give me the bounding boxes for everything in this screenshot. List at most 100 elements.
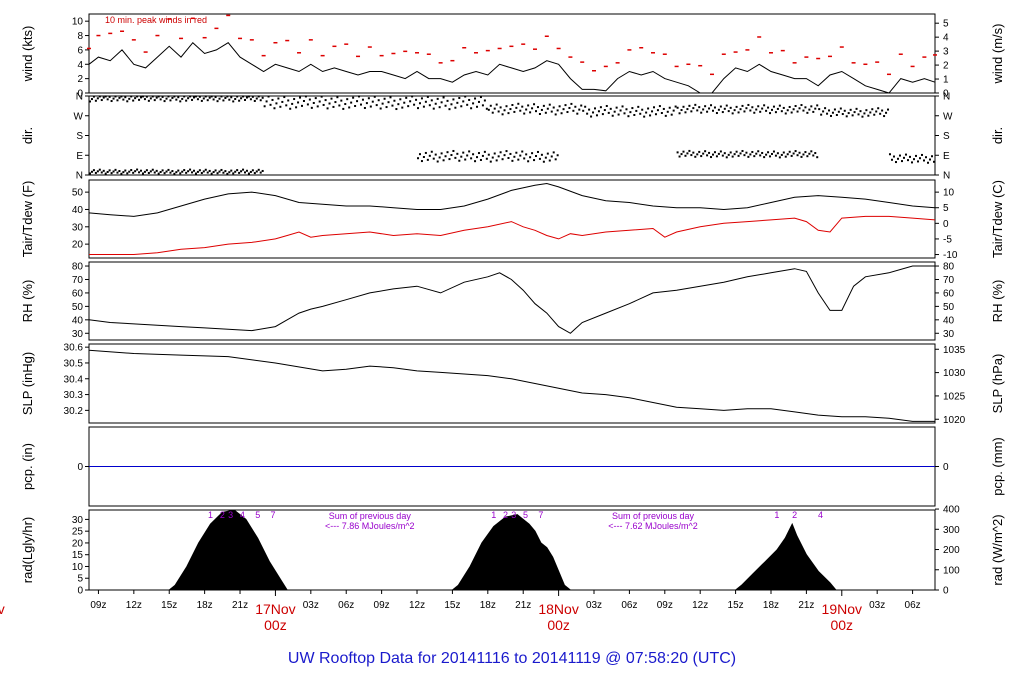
direction-point (350, 101, 353, 104)
y-tick-label-left: 20 (72, 240, 84, 251)
direction-point (200, 172, 203, 175)
panel-pcp (85, 426, 939, 507)
direction-point (674, 105, 677, 108)
direction-point (831, 111, 834, 114)
peak-wind-annotation: 10 min. peak winds in red (105, 15, 207, 25)
y-tick-label-right: 1030 (943, 368, 966, 379)
radiation-hour-mark: 7 (271, 510, 276, 520)
direction-point (295, 106, 298, 109)
direction-point (531, 152, 534, 155)
direction-point (253, 172, 256, 175)
direction-point (373, 95, 376, 98)
direction-point (418, 102, 421, 105)
direction-point (432, 157, 435, 160)
direction-point (169, 99, 172, 102)
direction-point (348, 106, 351, 109)
direction-point (548, 159, 551, 162)
direction-point (163, 100, 166, 103)
direction-point (505, 150, 508, 153)
direction-point (232, 172, 235, 175)
direction-point (786, 109, 789, 112)
radiation-hour-mark: 5 (523, 510, 528, 520)
direction-point (662, 107, 665, 110)
direction-point (460, 105, 463, 108)
direction-point (881, 109, 884, 112)
direction-point (814, 107, 817, 110)
x-day-label: 18Nov (538, 601, 578, 617)
direction-point (855, 107, 858, 110)
radiation-hour-mark: 4 (818, 510, 823, 520)
panel-dir (85, 95, 939, 176)
direction-point (916, 160, 919, 163)
direction-point (458, 96, 461, 99)
direction-point (108, 169, 111, 172)
direction-point (729, 151, 732, 154)
direction-point (277, 97, 280, 100)
direction-point (515, 106, 518, 109)
direction-point (788, 150, 791, 153)
direction-point (717, 108, 720, 111)
direction-point (800, 155, 803, 158)
direction-point (247, 95, 250, 98)
radiation-hour-mark: 1 (208, 510, 213, 520)
direction-point (432, 107, 435, 110)
direction-point (420, 97, 423, 100)
direction-point (417, 107, 420, 110)
direction-point (100, 171, 103, 174)
direction-point (686, 108, 689, 111)
direction-point (529, 156, 532, 159)
direction-point (824, 107, 827, 110)
y-tick-label-right: 1025 (943, 391, 966, 402)
y-axis-label-left: pcp. (in) (20, 443, 35, 490)
direction-point (120, 172, 123, 175)
direction-point (240, 97, 243, 100)
direction-point (194, 172, 197, 175)
direction-point (678, 112, 681, 115)
direction-point (179, 172, 182, 175)
direction-point (869, 111, 872, 114)
direction-point (468, 150, 471, 153)
direction-point (191, 98, 194, 101)
direction-point (385, 106, 388, 109)
direction-point (167, 95, 170, 98)
direction-point (706, 110, 709, 113)
direction-point (161, 95, 164, 98)
direction-point (110, 100, 113, 103)
direction-point (546, 152, 549, 155)
direction-point (138, 98, 141, 101)
x-day-time: 00z (547, 617, 570, 633)
direction-point (802, 153, 805, 156)
direction-point (132, 99, 135, 102)
direction-point (138, 171, 141, 174)
direction-point (194, 95, 197, 98)
direction-point (521, 105, 524, 108)
direction-point (395, 108, 398, 111)
direction-point (247, 172, 250, 175)
direction-point (778, 156, 781, 159)
direction-point (924, 156, 927, 159)
direction-point (466, 154, 469, 157)
direction-point (181, 97, 184, 100)
direction-point (806, 155, 809, 158)
y-tick-label-left: 30.4 (64, 374, 84, 385)
direction-point (306, 103, 309, 106)
direction-point (865, 109, 868, 112)
direction-point (656, 109, 659, 112)
direction-point (847, 112, 850, 115)
direction-point (226, 172, 229, 175)
direction-point (304, 95, 307, 98)
direction-point (829, 114, 832, 117)
direction-point (588, 108, 591, 111)
direction-point (387, 101, 390, 104)
direction-point (800, 104, 803, 107)
direction-point (688, 104, 691, 107)
direction-point (501, 113, 504, 116)
y-axis-label-right: Tair/Tdew (C) (990, 180, 1005, 258)
direction-point (318, 100, 321, 103)
direction-point (181, 170, 184, 173)
y-tick-label-left: 2 (77, 74, 83, 85)
direction-point (456, 152, 459, 155)
direction-point (509, 108, 512, 111)
direction-point (808, 108, 811, 111)
y-tick-label-right: 4 (943, 33, 949, 44)
